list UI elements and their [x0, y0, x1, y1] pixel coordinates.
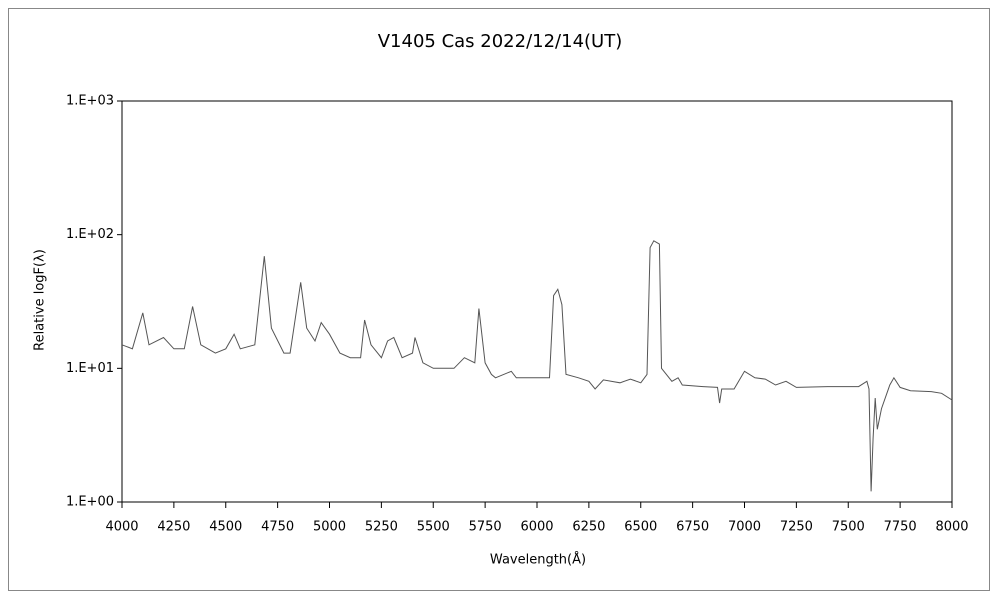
- x-tick-label: 8000: [935, 520, 968, 535]
- x-tick-label: 6500: [624, 520, 657, 535]
- x-tick-label: 4750: [261, 520, 294, 535]
- x-tick-label: 7250: [780, 520, 813, 535]
- chart-title: V1405 Cas 2022/12/14(UT): [378, 31, 623, 52]
- x-axis-label: Wavelength(Å): [490, 552, 586, 568]
- x-tick-label: 6750: [676, 520, 709, 535]
- y-tick-label: 1.E+00: [66, 495, 114, 510]
- x-tick-label: 5500: [417, 520, 450, 535]
- x-tick-label: 4000: [105, 520, 138, 535]
- x-tick-label: 5750: [469, 520, 502, 535]
- x-tick-label: 4500: [209, 520, 242, 535]
- x-tick-label: 7750: [884, 520, 917, 535]
- x-tick-label: 5250: [365, 520, 398, 535]
- chart-frame: [8, 8, 990, 591]
- y-tick-label: 1.E+01: [66, 361, 114, 376]
- x-tick-label: 7000: [728, 520, 761, 535]
- y-axis-label: Relative logF(λ): [33, 249, 48, 351]
- x-tick-label: 7500: [832, 520, 865, 535]
- x-tick-label: 4250: [157, 520, 190, 535]
- y-tick-label: 1.E+02: [66, 227, 114, 242]
- x-tick-label: 5000: [313, 520, 346, 535]
- spectrum-line: [121, 240, 953, 492]
- y-tick-label: 1.E+03: [66, 94, 114, 109]
- x-tick-label: 6000: [520, 520, 553, 535]
- x-tick-label: 6250: [572, 520, 605, 535]
